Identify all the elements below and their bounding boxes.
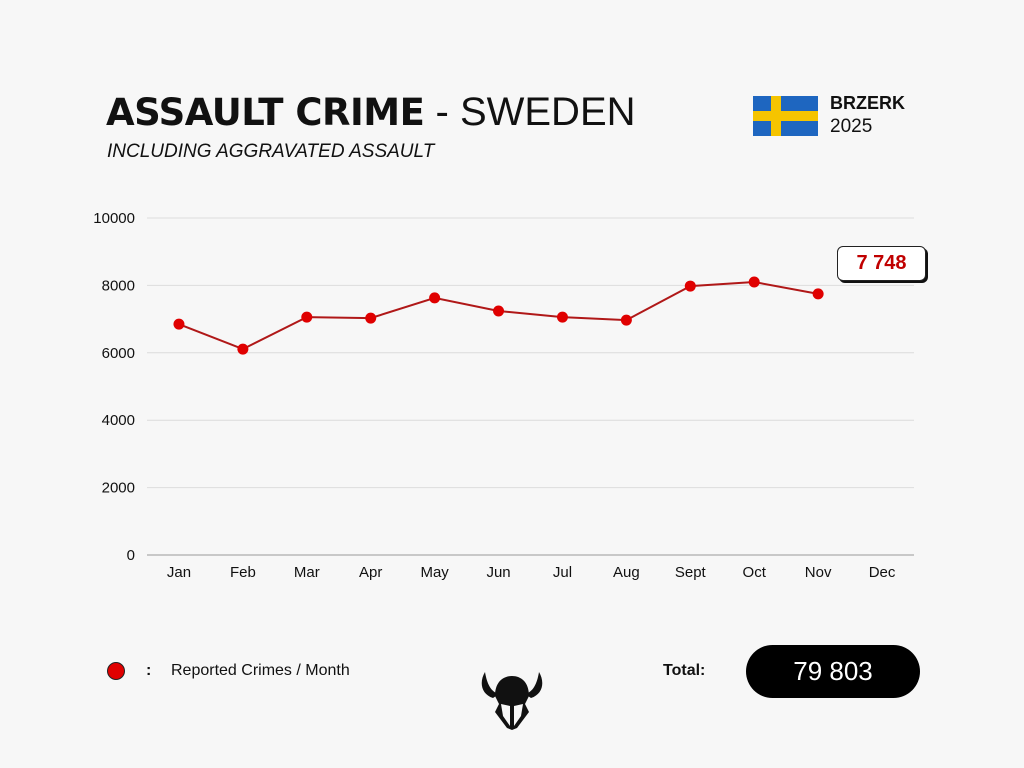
y-tick-label: 4000 (102, 412, 135, 429)
data-point (556, 311, 568, 323)
data-point (173, 318, 185, 330)
x-tick-label: Mar (294, 564, 320, 581)
data-point (429, 292, 441, 304)
legend-marker (107, 662, 125, 680)
x-tick-label: Oct (743, 564, 767, 581)
y-tick-label: 10000 (93, 210, 135, 227)
brand-name: BRZERK (830, 93, 905, 113)
total-label: Total: (663, 662, 706, 679)
chart-title: ASSAULT CRIME - SWEDEN (106, 90, 636, 135)
title-bold: ASSAULT CRIME (106, 91, 425, 134)
x-tick-label: Nov (805, 564, 832, 581)
data-point (812, 288, 824, 300)
x-tick-label: Apr (359, 564, 382, 581)
data-point (748, 276, 760, 288)
data-point (301, 311, 313, 323)
x-tick-label: Aug (613, 564, 640, 581)
latest-value-callout: 7 748 (837, 246, 926, 281)
x-tick-label: Jun (486, 564, 510, 581)
legend-colon: : (146, 662, 152, 679)
legend-label: Reported Crimes / Month (171, 662, 350, 679)
x-tick-label: Dec (869, 564, 896, 581)
sweden-flag-icon (753, 96, 818, 136)
data-point (493, 305, 505, 317)
x-tick-label: Jul (553, 564, 572, 581)
title-rest: - SWEDEN (424, 90, 636, 134)
y-tick-label: 8000 (102, 277, 135, 294)
viking-helmet-logo-icon (481, 672, 543, 730)
data-point (237, 343, 249, 355)
total-value: 79 803 (746, 645, 920, 698)
data-point (684, 280, 696, 292)
data-point (620, 314, 632, 326)
y-tick-label: 2000 (102, 480, 135, 497)
year: 2025 (830, 116, 873, 137)
x-tick-label: Jan (167, 564, 191, 581)
y-tick-label: 0 (127, 547, 135, 564)
y-tick-label: 6000 (102, 345, 135, 362)
x-tick-label: May (420, 564, 449, 581)
data-point (365, 312, 377, 324)
x-tick-label: Feb (230, 564, 256, 581)
x-tick-label: Sept (675, 564, 707, 581)
chart-subtitle: INCLUDING AGGRAVATED ASSAULT (107, 141, 435, 162)
